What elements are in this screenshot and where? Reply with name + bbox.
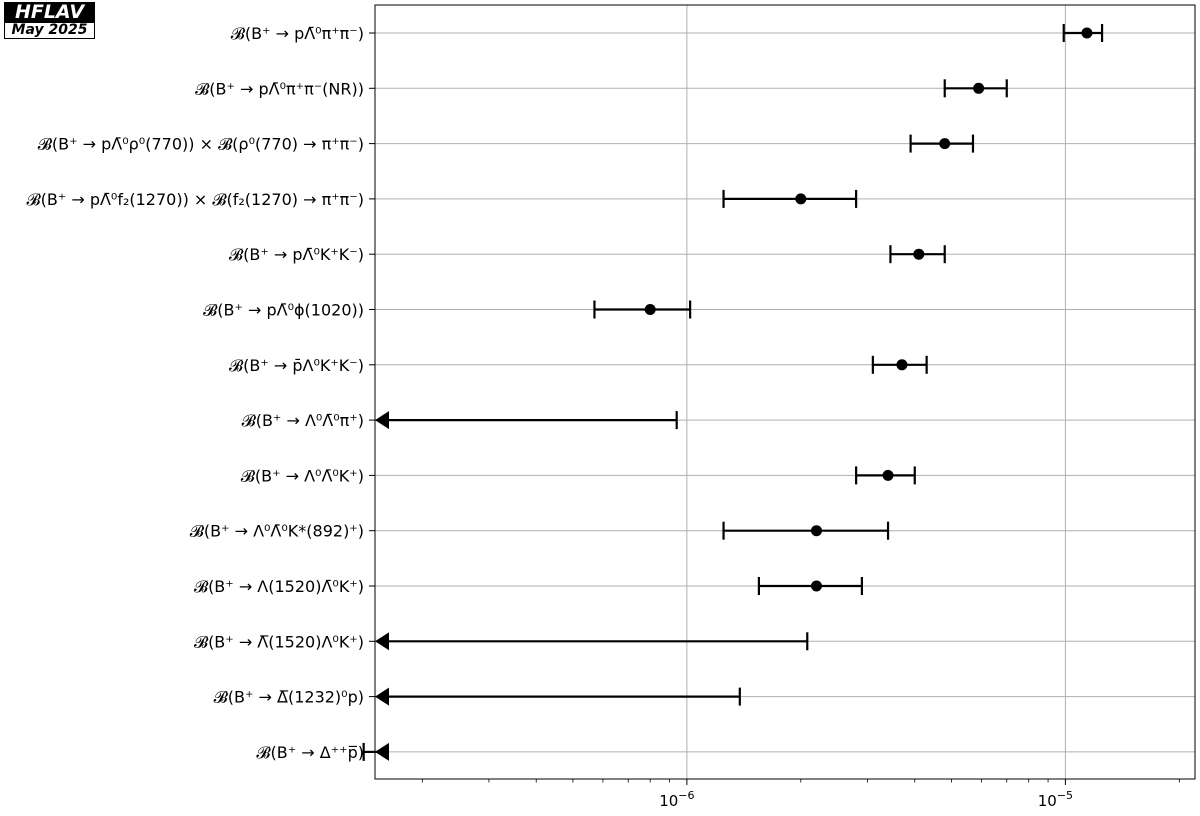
data-point <box>913 248 925 260</box>
measurement-label: 𝓑(B⁺ → Δ⁺⁺p̅) <box>256 743 364 762</box>
upper-limit-arrow <box>375 411 389 430</box>
x-tick-label: 10−5 <box>1038 789 1073 810</box>
measurement-label: 𝓑(B⁺ → Λ(1520)Λ̄⁰K⁺) <box>194 577 364 596</box>
upper-limit-arrow <box>375 687 389 706</box>
data-point <box>644 304 656 315</box>
x-tick-label: 10−6 <box>659 789 694 810</box>
measurement-label: 𝓑(B⁺ → pΛ̄⁰ρ⁰(770)) × 𝓑(ρ⁰(770) → π⁺π⁻) <box>38 135 364 154</box>
x-tick-label-base: 10 <box>659 792 678 810</box>
data-point <box>973 82 985 94</box>
data-point <box>795 193 807 205</box>
data-point <box>882 469 894 481</box>
measurement-label: 𝓑(B⁺ → pΛ̄⁰ϕ(1020)) <box>203 301 364 320</box>
upper-limit-arrow <box>375 742 389 761</box>
measurement-label: 𝓑(B⁺ → pΛ̄⁰f₂(1270)) × 𝓑(f₂(1270) → π⁺π⁻… <box>26 190 364 209</box>
data-point <box>939 138 951 150</box>
measurement-label: 𝓑(B⁺ → pΛ̄⁰π⁺π⁻(NR)) <box>195 79 364 98</box>
x-tick-label-base: 10 <box>1038 792 1057 810</box>
measurement-label: 𝓑(B⁺ → p̄Λ⁰K⁺K⁻) <box>229 356 364 375</box>
badge-date: May 2025 <box>11 22 88 38</box>
plot-frame <box>374 4 1196 780</box>
measurement-label: 𝓑(B⁺ → pΛ̄⁰π⁺π⁻) <box>231 24 364 43</box>
measurement-label: 𝓑(B⁺ → Λ̅(1520)Λ⁰K⁺) <box>194 632 364 651</box>
grid-layer <box>375 5 1195 779</box>
data-point <box>810 580 822 592</box>
data-point <box>1081 27 1093 39</box>
x-tick-label-exponent: −5 <box>1057 789 1073 802</box>
measurement-label: 𝓑(B⁺ → Λ⁰Λ̄⁰K⁺) <box>241 466 364 485</box>
marks-layer <box>362 24 1104 761</box>
y-axis: 𝓑(B⁺ → pΛ̄⁰π⁺π⁻) 𝓑(B⁺ → pΛ̄⁰π⁺π⁻(NR)) 𝓑(B⁺… <box>26 24 375 762</box>
x-tick-label-exponent: −6 <box>678 789 694 802</box>
measurement-label: 𝓑(B⁺ → Λ⁰Λ̄⁰π⁺) <box>242 411 364 430</box>
hflav-badge: HFLAV May 2025 <box>4 2 95 39</box>
measurement-label: 𝓑(B⁺ → Λ⁰Λ̄⁰K*(892)⁺) <box>190 522 364 541</box>
data-point <box>810 525 822 537</box>
measurement-label: 𝓑(B⁺ → Δ̅(1232)⁰p) <box>214 688 364 707</box>
x-axis: 10−6 10−5 <box>421 779 1180 810</box>
data-point <box>896 359 908 371</box>
measurement-label: 𝓑(B⁺ → pΛ̄⁰K⁺K⁻) <box>229 245 364 264</box>
upper-limit-arrow <box>375 632 389 651</box>
badge-title: HFLAV <box>5 3 94 23</box>
